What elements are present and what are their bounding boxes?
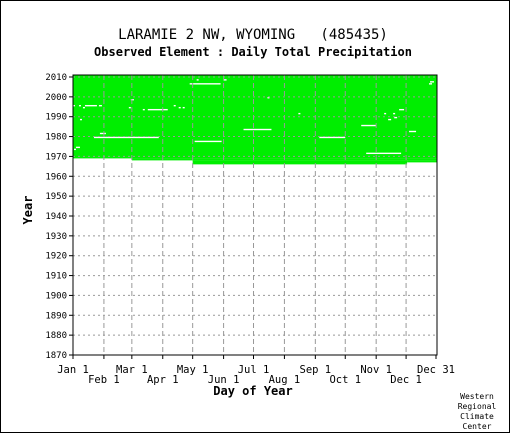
y-tick-label-15: 2010 (45, 73, 67, 83)
missing-segment-2 (196, 79, 199, 81)
missing-segment-21 (298, 112, 301, 115)
x-tick-label-lower-4: Aug 1 (269, 374, 301, 386)
chart-title: LARAMIE 2 NW, WYOMING (485435) (118, 27, 388, 43)
x-tick-label-upper-6: Nov 1 (360, 364, 392, 376)
missing-segment-23 (399, 108, 405, 111)
y-tick-label-5: 1910 (45, 272, 67, 282)
y-tick-label-6: 1920 (45, 252, 67, 262)
credit-line-2: Regional (458, 402, 497, 411)
plot-border (72, 74, 438, 356)
missing-segment-12 (173, 104, 176, 107)
y-tick-label-9: 1950 (45, 192, 67, 202)
missing-data-layer (73, 79, 435, 155)
x-tick-label-lower-1: Feb 1 (88, 374, 120, 386)
y-tick-label-4: 1900 (45, 291, 67, 301)
y-tick-label-1: 1870 (45, 351, 67, 361)
missing-segment-26 (388, 118, 392, 121)
missing-segment-15 (147, 108, 168, 111)
grid-lines (73, 75, 437, 355)
credit-line-4: Center (463, 422, 492, 431)
chart-subtitle: Observed Element : Daily Total Precipita… (94, 45, 412, 59)
coverage-layer (73, 75, 437, 165)
y-axis-label: Year (21, 196, 35, 225)
y-tick-label-10: 1960 (45, 172, 67, 182)
x-tick-label-upper-7: Dec 31 (417, 364, 455, 376)
y-tick-label-8: 1940 (45, 212, 67, 222)
missing-segment-28 (409, 130, 417, 133)
x-tick-label-lower-6: Dec 1 (390, 374, 422, 386)
missing-segment-33 (267, 97, 270, 99)
missing-segment-17 (99, 132, 106, 135)
credit-line-3: Climate (460, 412, 494, 421)
y-tick-label-13: 1990 (45, 113, 67, 123)
plot-area (72, 74, 438, 356)
missing-segment-4 (430, 81, 435, 83)
missing-segment-10 (128, 106, 131, 109)
x-tick-label-upper-5: Sep 1 (300, 364, 332, 376)
missing-segment-18 (93, 136, 159, 139)
x-tick-label-lower-5: Oct 1 (329, 374, 361, 386)
missing-segment-22 (384, 112, 387, 115)
missing-segment-32 (366, 152, 402, 155)
missing-segment-24 (393, 112, 396, 115)
y-tick-label-3: 1890 (45, 311, 67, 321)
missing-segment-11 (142, 108, 145, 111)
x-tick-label-upper-1: Jan 1 (57, 364, 89, 376)
missing-segment-29 (243, 128, 272, 131)
y-tick-label-2: 1880 (45, 331, 67, 341)
x-tick-label-upper-2: Mar 1 (116, 364, 148, 376)
missing-segment-13 (178, 106, 181, 109)
coverage-block-3 (192, 160, 408, 165)
missing-segment-14 (182, 106, 185, 109)
x-axis-label: Day of Year (213, 384, 292, 398)
missing-segment-34 (429, 83, 433, 85)
missing-segment-27 (361, 124, 377, 127)
coverage-block-4 (407, 160, 437, 163)
missing-segment-16 (79, 118, 82, 121)
y-tick-label-11: 1970 (45, 152, 67, 162)
missing-segment-1 (189, 83, 221, 85)
missing-segment-5 (73, 104, 75, 107)
missing-segment-7 (84, 104, 97, 107)
missing-segment-20 (73, 148, 76, 151)
missing-segment-31 (194, 140, 222, 143)
missing-segment-19 (75, 146, 80, 149)
credit-line-1: Western (460, 392, 494, 401)
y-axis-ticks: 1870 1880 1890 1900 1910 1920 1930 1940 1950 1960… (45, 73, 73, 361)
missing-segment-9 (82, 106, 85, 109)
missing-segment-30 (319, 136, 346, 139)
x-tick-label-upper-4: Jul 1 (238, 364, 270, 376)
y-tick-label-12: 1980 (45, 133, 67, 143)
credit-block: Western Regional Climate Center (458, 392, 497, 431)
y-tick-label-14: 2000 (45, 93, 67, 103)
y-tick-label-7: 1930 (45, 232, 67, 242)
missing-segment-8 (98, 104, 102, 107)
missing-segment-25 (394, 116, 398, 119)
x-tick-label-lower-2: Apr 1 (147, 374, 179, 386)
missing-segment-3 (223, 79, 227, 81)
x-axis-ticks: Jan 1 Mar 1 May 1 Jul 1 Sep 1 Nov 1 Dec 31 Feb … (57, 355, 455, 386)
x-tick-label-lower-3: Jun 1 (208, 374, 240, 386)
x-tick-label-upper-3: May 1 (177, 364, 209, 376)
missing-segment-6 (78, 104, 81, 107)
